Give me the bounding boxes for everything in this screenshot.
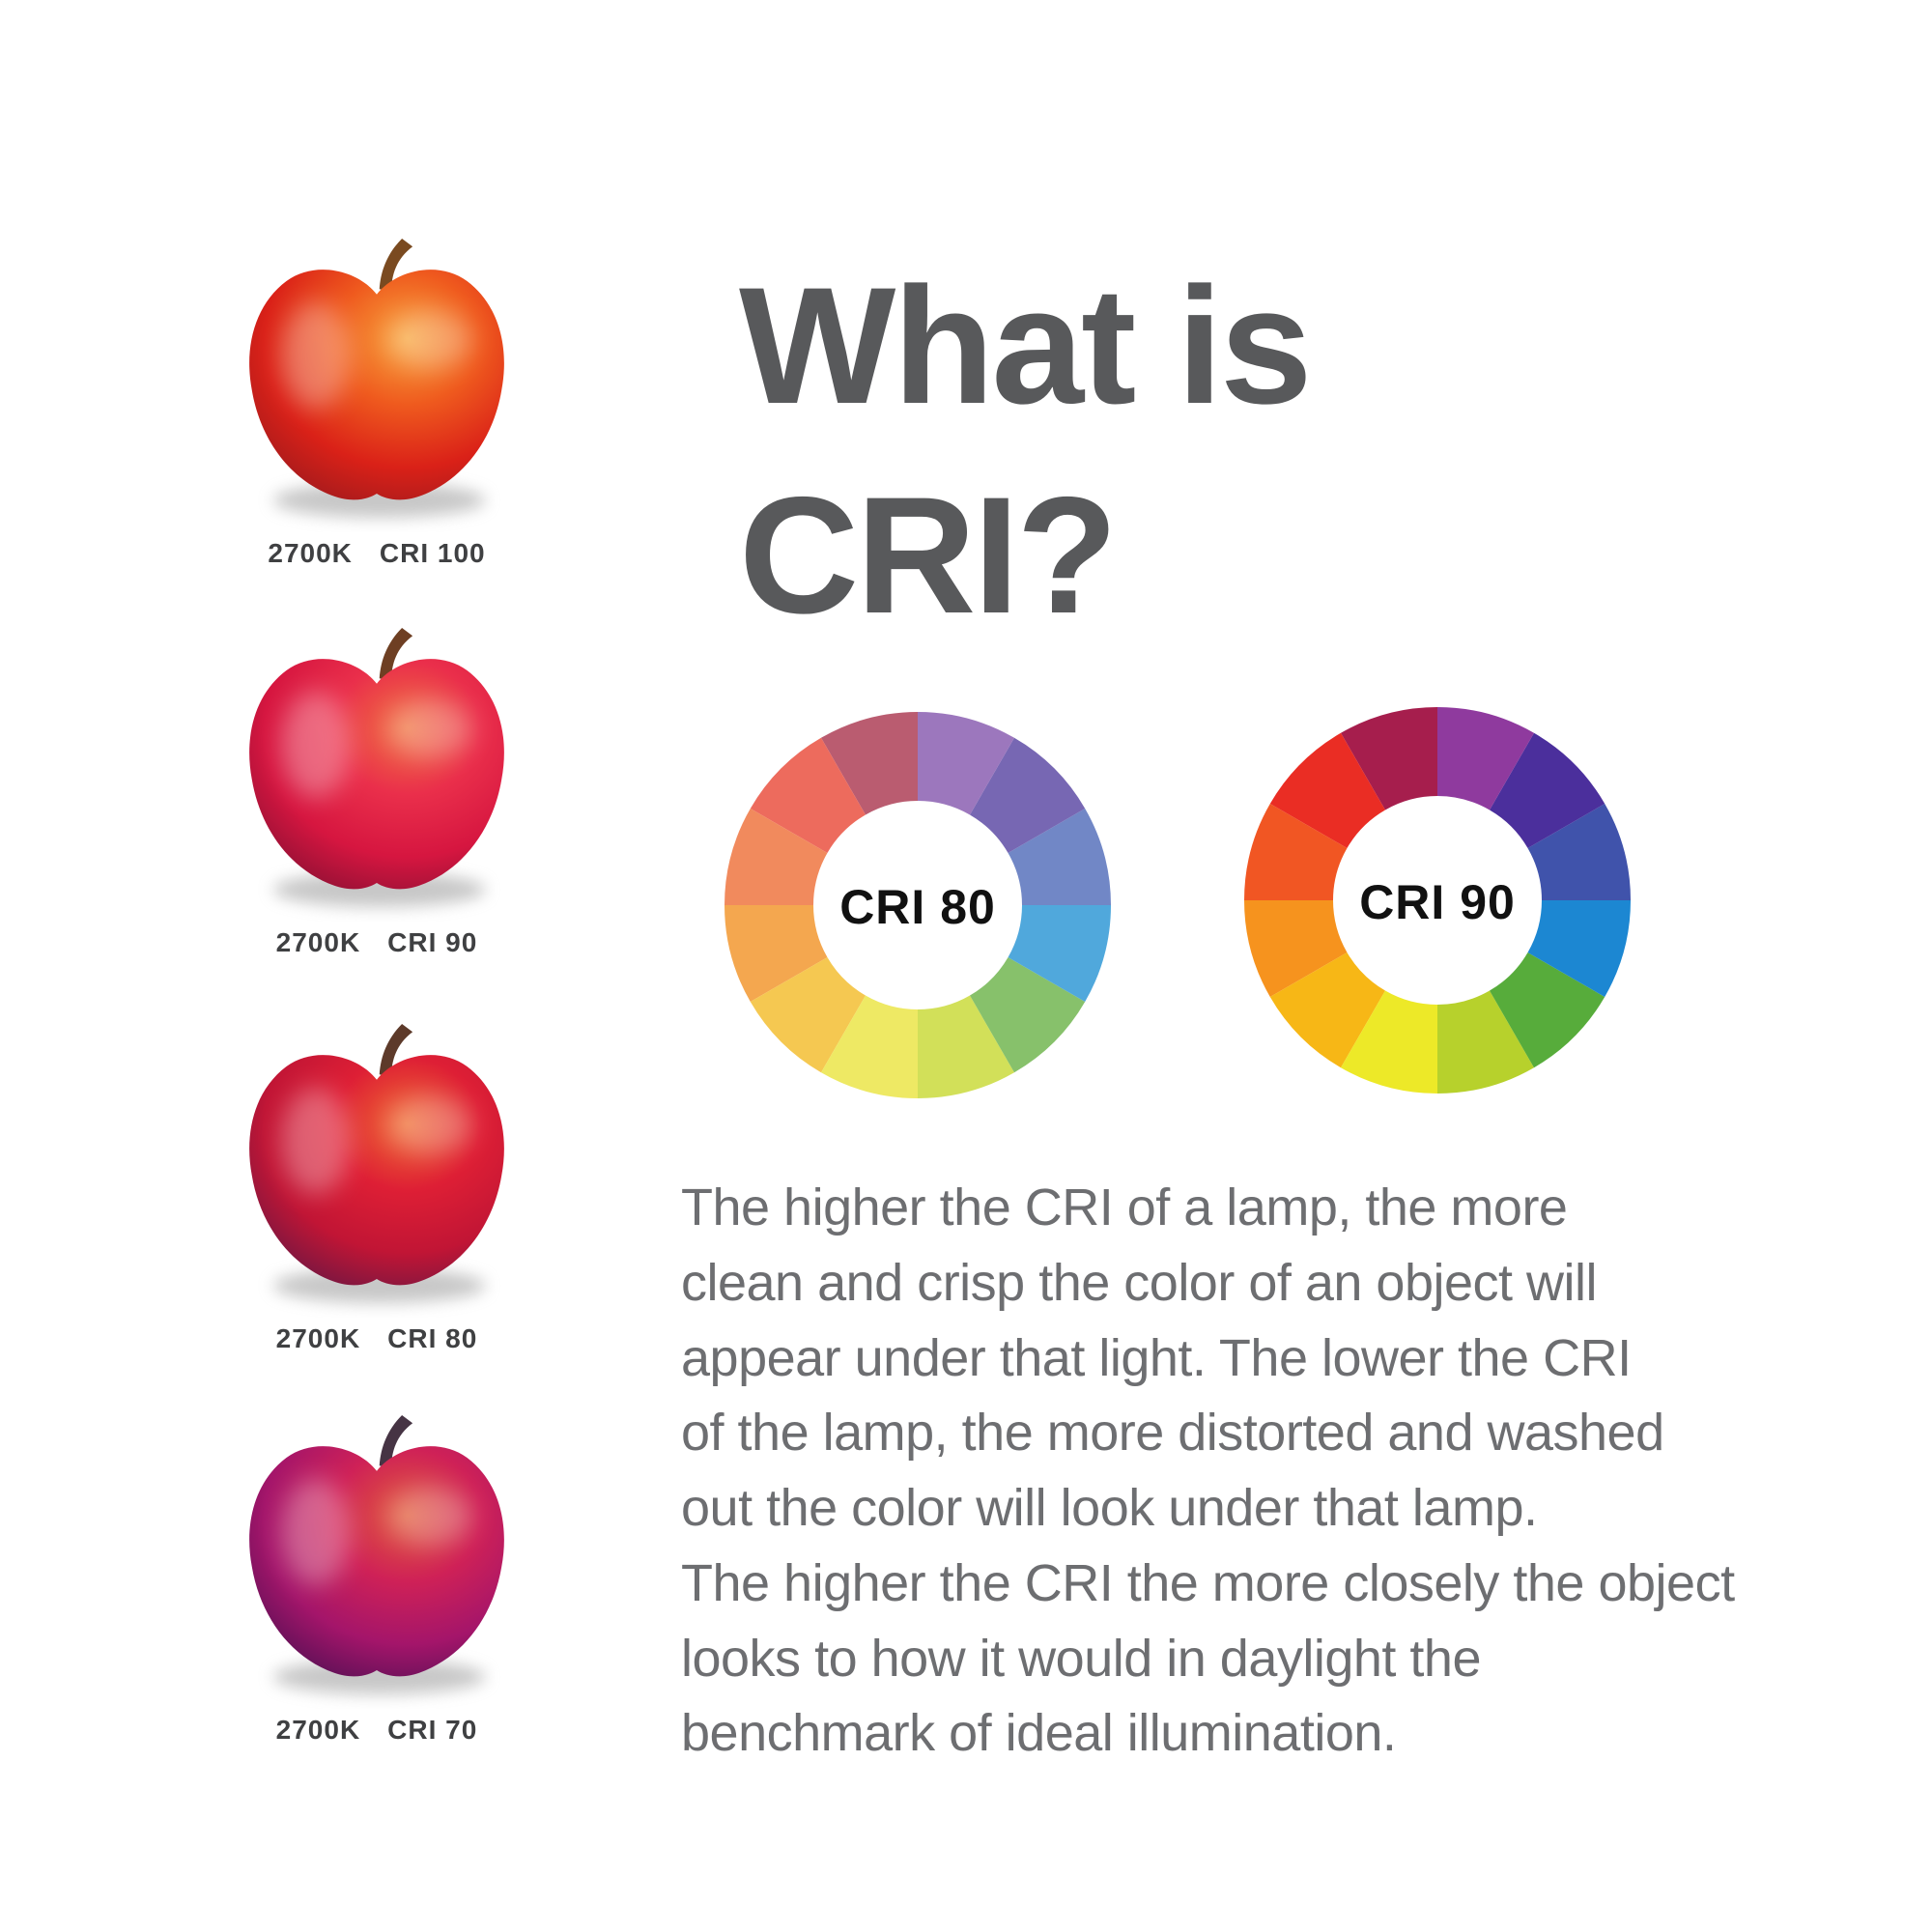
apple-stem [379,1024,413,1077]
apple-label: 2700K CRI 70 [227,1715,526,1746]
apple-label: 2700K CRI 80 [227,1323,526,1354]
apple-image-cri-90 [249,628,504,907]
apple-highlight [281,1088,351,1194]
apple-sample-cri-70: 2700K CRI 70 [227,1394,526,1746]
wheel-label-cri-90: CRI 90 [1359,875,1516,929]
wheel-segment [1437,990,1534,1094]
wheel-segment [1527,900,1631,997]
wheel-segment [918,712,1014,815]
apple-label: 2700K CRI 100 [227,538,526,569]
wheel-segment [1341,990,1437,1094]
apple-cri-label: CRI 70 [387,1715,478,1745]
wheel-segment [1008,905,1111,1002]
wheel-segment [1527,804,1631,900]
apple-shine [387,1487,472,1546]
apple-kelvin-label: 2700K [268,538,353,568]
apple-label: 2700K CRI 90 [227,927,526,958]
wheel-segment [1008,809,1111,905]
wheel-segment [1490,732,1605,848]
apple-sample-cri-90: 2700K CRI 90 [227,607,526,958]
wheel-segment [1244,804,1348,900]
apple-shine [387,699,472,758]
apple-image-cri-80 [249,1024,504,1303]
wheel-segment [970,737,1086,853]
apple-highlight [281,1479,351,1585]
apple-highlight [281,692,351,798]
wheel-segment [1437,707,1534,810]
apple-cri-label: CRI 80 [387,1323,478,1353]
apple-image-cri-100 [249,239,504,518]
wheel-segment [970,957,1086,1073]
wheel-label-cri-80: CRI 80 [839,880,996,934]
wheel-segment [750,737,866,853]
apple-stem [379,1415,413,1468]
wheel-segment [750,957,866,1073]
page-title: What is CRI? [739,253,1313,648]
apple-kelvin-label: 2700K [275,1715,361,1745]
wheel-segment [821,712,918,815]
apple-cri-label: CRI 90 [387,927,478,957]
apple-highlight [281,302,351,409]
apple-shine [387,310,472,369]
apple-kelvin-label: 2700K [275,927,361,957]
wheel-segment [724,905,828,1002]
wheel-segment [1341,707,1437,810]
color-wheel-cri-90: CRI 90 [1244,707,1631,1094]
wheel-segment [918,995,1014,1098]
apple-kelvin-label: 2700K [275,1323,361,1353]
color-wheel-cri-80: CRI 80 [724,712,1111,1098]
description-paragraph: The higher the CRI of a lamp, the more c… [681,1179,1735,1763]
wheel-segment [821,995,918,1098]
apple-image-cri-70 [249,1415,504,1694]
apple-stem [379,628,413,681]
apple-sample-cri-80: 2700K CRI 80 [227,1003,526,1354]
wheel-segment [1269,732,1385,848]
wheel-segment [724,809,828,905]
apple-stem [379,239,413,292]
wheel-segment [1244,900,1348,997]
wheel-segment [1490,952,1605,1068]
apple-cri-label: CRI 100 [379,538,486,568]
apple-shine [387,1095,472,1154]
wheel-segment [1269,952,1385,1068]
apple-sample-cri-100: 2700K CRI 100 [227,217,526,569]
